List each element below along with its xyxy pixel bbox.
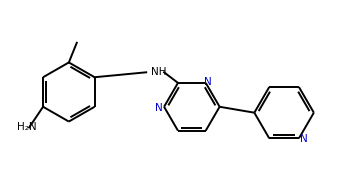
Text: N: N [204,77,212,87]
Text: H₂N: H₂N [17,123,37,132]
Text: NH: NH [151,67,167,77]
Text: N: N [300,134,308,144]
Text: N: N [155,103,163,113]
